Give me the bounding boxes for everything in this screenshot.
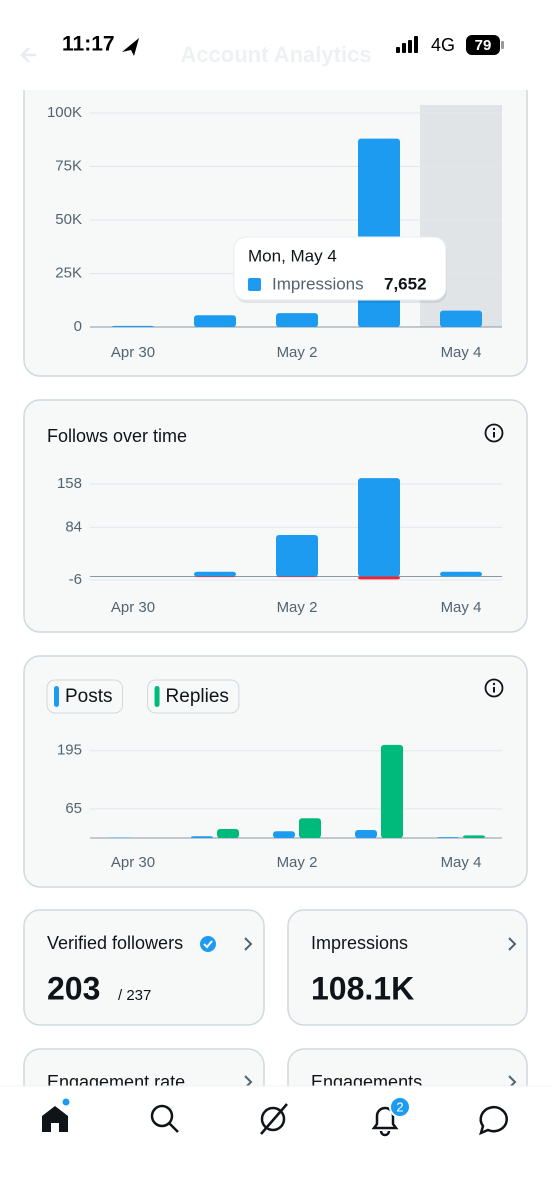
x-tick-label: May 2 [277,344,318,361]
stat-card[interactable] [287,909,528,1026]
info-icon-dot [492,682,496,686]
nav-messages[interactable] [479,1106,508,1136]
chart-title: Follows over time [47,426,187,446]
bar [273,831,295,838]
y-tick-label: 195 [57,742,82,759]
info-icon-dot [492,427,496,431]
card-title: Verified followers [47,933,183,953]
bottom-nav [0,1086,552,1200]
y-tick-label: 158 [57,475,82,492]
top-bar [0,0,552,90]
y-tick-label: -6 [69,571,82,588]
nav-grok-slash [260,1103,288,1135]
legend-chip [147,679,240,714]
battery-level: 79 [475,37,492,54]
tooltip [233,236,447,301]
y-tick-label: 0 [74,318,82,335]
info-icon [484,423,504,443]
chevron [244,937,253,951]
legend-item[interactable]: Replies [147,679,240,714]
x-tick-label: May 4 [441,599,482,616]
verified-check [203,940,213,949]
nav-search-handle [168,1122,179,1133]
card-suffix: / 237 [118,987,151,1004]
bar [440,571,482,577]
legend-label: Replies [166,686,229,707]
bar [276,576,318,578]
nav-home[interactable] [42,1106,68,1132]
battery [466,35,500,55]
location-icon [122,38,139,56]
legend-label: Posts [65,686,113,707]
bar [194,576,236,578]
signal [402,43,406,53]
nav-notifications[interactable] [371,1106,399,1137]
signal [396,47,400,53]
info-icon [484,678,504,698]
x-tick-label: May 2 [277,854,318,871]
bar [358,478,400,577]
y-tick-label: 84 [65,518,82,535]
verified-badge [200,936,216,952]
network: 4G [431,35,455,55]
x-tick-label: Apr 30 [111,599,155,616]
charts: 0 25K 50K 75K 100K Apr 30 May 2 May 4 Mon, May 4… [46,104,504,871]
nav-grok[interactable] [260,1106,286,1132]
nav-badge [389,1096,411,1118]
bar [299,818,321,838]
bar [217,829,239,838]
nav-search[interactable] [150,1104,174,1128]
bar [358,576,400,580]
status-time: 11:17 [62,33,115,56]
x-tick-label: May 4 [441,854,482,871]
bar [191,836,213,838]
tooltip-title: Mon, May 4 [248,246,337,265]
nav-dot [62,1098,70,1106]
follows-card [23,399,528,633]
bar [194,315,236,327]
legend-swatch [54,686,59,707]
y-tick-label: 25K [55,264,82,281]
y-tick-label: 50K [55,211,82,228]
legend-item[interactable]: Posts [46,679,124,714]
bar [440,310,482,327]
card-value: 203 [47,970,100,1006]
bar [463,835,485,838]
signal [408,40,412,53]
signal [414,36,418,53]
bar [437,837,459,838]
x-tick-label: May 4 [441,344,482,361]
legend-swatch [154,686,160,707]
bar [194,571,236,577]
tooltip-series: Impressions [272,274,364,293]
bar [276,534,318,577]
y-tick-label: 65 [65,800,82,817]
battery-tip [501,41,504,49]
stat-card[interactable] [23,909,265,1026]
bar [381,744,403,838]
header-title: Account Analytics [180,42,371,67]
bar [276,313,318,327]
chevron [508,937,517,951]
tooltip-swatch [248,278,261,291]
nav-badge-count: 2 [396,1099,403,1114]
x-tick-label: May 2 [277,599,318,616]
x-tick-label: Apr 30 [111,854,155,871]
card-value: 108.1K [311,970,414,1006]
back-button[interactable] [20,47,36,63]
card-title: Impressions [311,933,408,953]
x-tick-label: Apr 30 [111,344,155,361]
y-tick-label: 75K [55,157,82,174]
bar [112,325,154,327]
bar [355,829,377,838]
legend-chip [46,679,124,714]
y-tick-label: 100K [47,104,82,121]
tooltip-value: 7,652 [384,274,427,293]
